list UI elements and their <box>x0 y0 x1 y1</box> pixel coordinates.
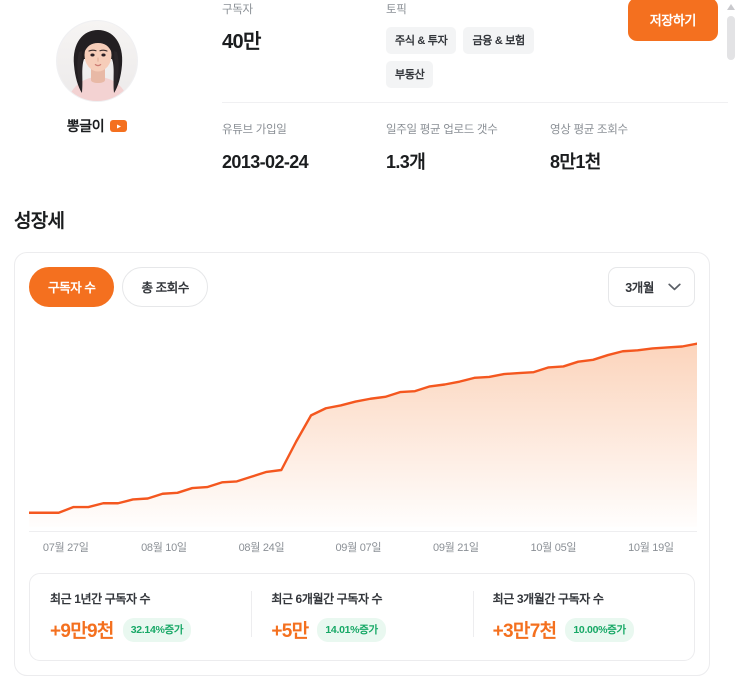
stat-avg-views: 영상 평균 조회수 8만1천 <box>550 120 714 174</box>
x-axis-tick-label: 08월 10일 <box>141 542 187 554</box>
stat-avg-views-label: 영상 평균 조회수 <box>550 124 628 136</box>
tab-subscriber-count[interactable]: 구독자 수 <box>29 267 115 307</box>
summary-value: +3만7천 <box>492 621 557 642</box>
stat-topics-label: 토픽 <box>386 4 407 16</box>
summary-card-3month: 최근 3개월간 구독자 수 +3만7천 10.00%증가 <box>472 590 694 643</box>
stat-join-date-value: 2013-02-24 <box>222 152 309 172</box>
metric-tabs: 구독자 수 총 조회수 <box>29 267 208 307</box>
summary-growth-badge: 10.00%증가 <box>565 617 634 642</box>
growth-card: 구독자 수 총 조회수 3개월 <box>14 252 710 676</box>
x-axis-tick-label: 10월 19일 <box>628 542 674 554</box>
tab-total-views[interactable]: 총 조회수 <box>122 267 208 307</box>
summary-card-1year: 최근 1년간 구독자 수 +9만9천 32.14%증가 <box>30 590 251 643</box>
profile-name-row: 뽕글이 <box>52 116 142 136</box>
topic-tag-list: 주식 & 투자 금융 & 보험 부동산 <box>386 27 566 88</box>
stat-subscribers: 구독자 40만 <box>222 0 386 88</box>
x-axis-tick-label: 08월 24일 <box>238 542 285 554</box>
growth-card-toolbar: 구독자 수 총 조회수 3개월 <box>29 267 695 307</box>
stat-avg-views-value: 8만1천 <box>550 152 601 172</box>
summary-label: 최근 6개월간 구독자 수 <box>271 592 383 606</box>
summary-value-row: +3만7천 10.00%증가 <box>493 616 674 643</box>
summary-value-row: +9만9천 32.14%증가 <box>50 616 231 643</box>
x-axis-tick-label: 09월 07일 <box>335 542 382 554</box>
summary-growth-badge: 14.01%증가 <box>317 617 386 642</box>
header-stats-row-2: 유튜브 가입일 2013-02-24 일주일 평균 업로드 갯수 1.3개 영상… <box>222 102 728 174</box>
scroll-up-arrow-icon[interactable] <box>726 2 736 12</box>
header-stats-row-1: 구독자 40만 토픽 주식 & 투자 금융 & 보험 부동산 저장하기 <box>222 0 718 88</box>
summary-value: +9만9천 <box>50 621 114 642</box>
x-axis-tick-label: 10월 05일 <box>530 542 577 554</box>
avatar <box>56 20 138 102</box>
stat-weekly-uploads: 일주일 평균 업로드 갯수 1.3개 <box>386 120 550 174</box>
youtube-icon[interactable] <box>110 120 128 132</box>
stat-subscribers-value: 40만 <box>222 31 261 53</box>
header-stats: 구독자 40만 토픽 주식 & 투자 금융 & 보험 부동산 저장하기 유튜브 … <box>222 0 728 174</box>
stat-topics: 토픽 주식 & 투자 금융 & 보험 부동산 <box>386 0 616 88</box>
period-dropdown-value: 3개월 <box>625 281 654 295</box>
channel-name: 뽕글이 <box>66 118 105 134</box>
summary-label: 최근 1년간 구독자 수 <box>50 592 151 606</box>
stat-weekly-uploads-value: 1.3개 <box>386 152 426 172</box>
x-axis-tick-label: 07월 27일 <box>42 542 89 554</box>
topic-tag[interactable]: 금융 & 보험 <box>463 27 534 54</box>
topic-tag[interactable]: 주식 & 투자 <box>386 27 457 54</box>
page-scrollbar[interactable] <box>724 0 738 685</box>
stat-weekly-uploads-label: 일주일 평균 업로드 갯수 <box>386 124 498 136</box>
chart-x-axis: 07월 27일 08월 10일 08월 24일 09월 07일 09월 21일 10월 0… <box>29 533 697 559</box>
chevron-down-icon <box>668 283 681 291</box>
stat-join-date: 유튜브 가입일 2013-02-24 <box>222 120 386 174</box>
section-title-growth: 성장세 <box>14 211 65 232</box>
profile-header: 뽕글이 구독자 40만 토픽 주식 & 투자 금융 & 보험 부동산 <box>0 0 738 190</box>
profile-block: 뽕글이 <box>52 20 142 136</box>
stat-subscribers-label: 구독자 <box>222 4 253 16</box>
stat-join-date-label: 유튜브 가입일 <box>222 124 287 136</box>
x-axis-tick-label: 09월 21일 <box>433 542 479 554</box>
topic-tag[interactable]: 부동산 <box>386 61 434 88</box>
summary-cards: 최근 1년간 구독자 수 +9만9천 32.14%증가 최근 6개월간 구독자 … <box>29 573 695 661</box>
growth-chart[interactable] <box>29 319 697 533</box>
summary-growth-badge: 32.14%증가 <box>122 617 192 642</box>
summary-label: 최근 3개월간 구독자 수 <box>492 592 604 606</box>
summary-value-row: +5만 14.01%증가 <box>271 616 452 643</box>
summary-card-6month: 최근 6개월간 구독자 수 +5만 14.01%증가 <box>251 590 472 643</box>
scrollbar-thumb[interactable] <box>727 16 735 60</box>
summary-value: +5만 <box>271 621 309 642</box>
save-button[interactable]: 저장하기 <box>627 0 718 41</box>
period-dropdown[interactable]: 3개월 <box>608 267 695 307</box>
